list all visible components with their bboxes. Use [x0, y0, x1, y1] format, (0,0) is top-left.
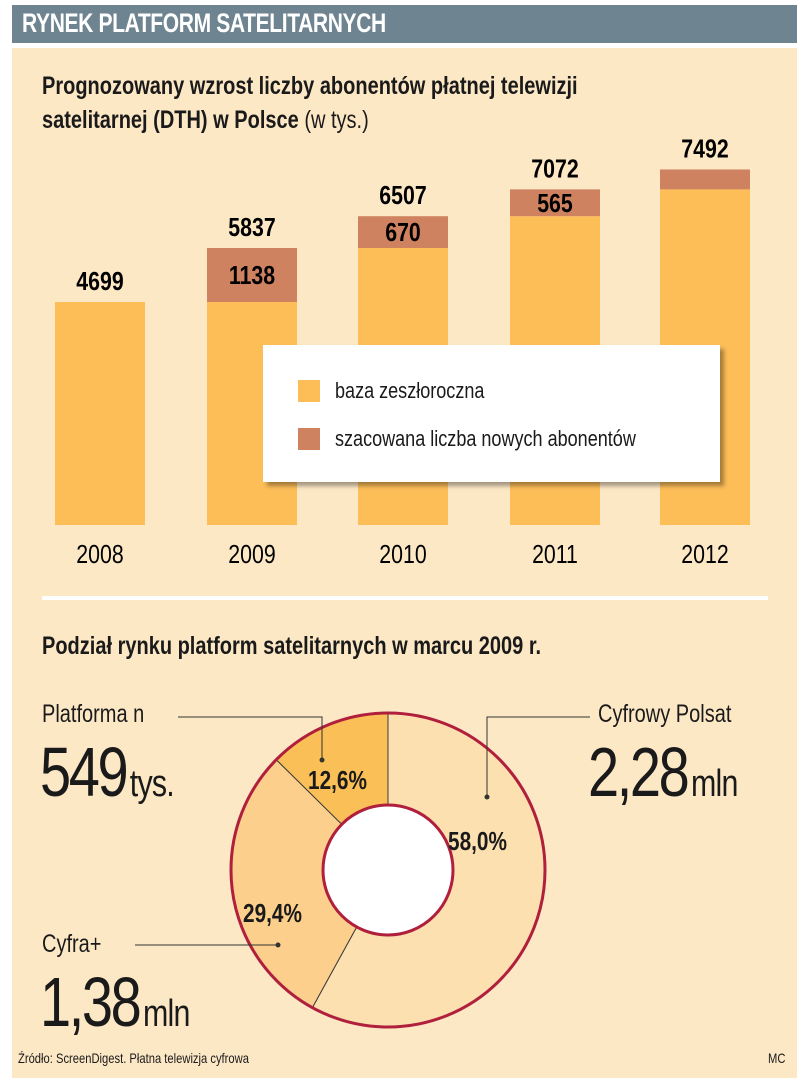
polsat-unit: mln [690, 763, 738, 805]
bar-chart-title-line2: satelitarnej (DTH) w Polsce (w tys.) [42, 106, 369, 135]
cyfra-value: 1,38 [40, 963, 142, 1041]
platforma-unit: tys. [129, 763, 175, 805]
bar-base-2008 [55, 302, 145, 525]
unit-label: (w tys.) [304, 106, 369, 134]
total-label-2010: 6507 [379, 181, 426, 211]
year-label-2011: 2011 [532, 540, 578, 570]
donut-hole [321, 803, 455, 937]
polsat-amount: 2,28 mln [588, 732, 738, 812]
total-label-2011: 7072 [531, 154, 578, 184]
legend: baza zeszłoroczna szacowana liczba nowyc… [263, 345, 720, 482]
legend-swatch-new [298, 428, 320, 450]
year-label-2012: 2012 [681, 540, 728, 570]
new-label-2010: 670 [385, 218, 421, 248]
platforma-name: Platforma n [42, 700, 145, 728]
donut-outer-ring [229, 711, 547, 1029]
new-label-2011: 565 [537, 189, 573, 219]
author-initials: MC [768, 1050, 786, 1066]
year-label-2009: 2009 [228, 540, 275, 570]
legend-label-base: baza zeszłoroczna [335, 378, 485, 403]
header-bar: RYNEK PLATFORM SATELITARNYCH [12, 5, 797, 43]
platforma-percent: 12,6% [308, 765, 367, 795]
legend-swatch-base [298, 380, 320, 402]
cyfra-percent: 29,4% [243, 898, 302, 928]
platforma-value: 549 [40, 733, 129, 811]
cyfra-amount: 1,38 mln [40, 962, 190, 1042]
source-note: Źródło: ScreenDigest. Płatna telewizja c… [18, 1050, 249, 1066]
bar-new-2012 [660, 169, 750, 190]
legend-label-new: szacowana liczba nowych abonentów [335, 426, 636, 451]
polsat-value: 2,28 [588, 733, 690, 811]
total-label-2009: 5837 [228, 213, 275, 243]
total-label-2012: 7492 [681, 134, 728, 164]
bar-new-2011 [510, 189, 600, 217]
pie-chart-title: Podział rynku platform satelitarnych w m… [42, 632, 542, 660]
bar-chart-title-line1: Prognozowany wzrost liczby abonentów pła… [42, 72, 578, 100]
leader-polsat [486, 716, 590, 797]
cyfra-unit: mln [142, 993, 190, 1035]
year-label-2010: 2010 [379, 540, 426, 570]
leader-dot-platforma [319, 757, 325, 763]
bar-new-2009 [207, 247, 297, 302]
new-label-2009: 1138 [229, 261, 275, 291]
leader-dot-cyfra [275, 942, 281, 948]
header-title: RYNEK PLATFORM SATELITARNYCH [22, 8, 386, 38]
year-label-2008: 2008 [76, 540, 123, 570]
polsat-percent: 58,0% [448, 826, 507, 856]
leader-platforma [178, 716, 323, 760]
total-label-2008: 4699 [76, 267, 123, 297]
bar-new-2010 [358, 216, 448, 248]
leader-dot-polsat [484, 794, 490, 800]
platforma-amount: 549 tys. [40, 732, 175, 812]
cyfra-name: Cyfra+ [42, 930, 102, 958]
polsat-name: Cyfrowy Polsat [598, 700, 732, 728]
title-line2-bold: satelitarnej (DTH) w Polsce [42, 106, 299, 134]
